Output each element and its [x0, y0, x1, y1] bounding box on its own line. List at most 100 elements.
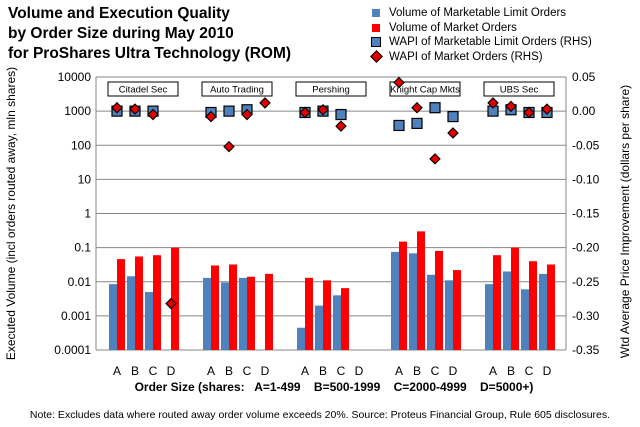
marker-wapi-mo-2-0 — [299, 106, 311, 119]
bar-vol-mlo-3-3 — [445, 280, 453, 350]
bar-vol-mo-0-3 — [171, 247, 179, 350]
x-tick-label-0-0: A — [113, 364, 121, 378]
x-tick-label-0-1: B — [131, 364, 139, 378]
x-tick-label-3-3: D — [449, 364, 458, 378]
source-note: Note: Excludes data where routed away or… — [29, 409, 611, 421]
bar-vol-mo-4-1 — [511, 247, 519, 350]
x-tick-label-1-2: C — [243, 364, 252, 378]
marker-wapi-mo-4-1 — [505, 100, 517, 113]
chart-title-line-3: for ProShares Ultra Technology (ROM) — [8, 45, 292, 62]
x-tick-label-4-2: C — [525, 364, 534, 378]
y-axis-label: Executed Volume (incl orders routed away… — [4, 67, 18, 360]
bar-vol-mo-1-1 — [229, 264, 237, 350]
group-label-box-0 — [107, 81, 179, 97]
y2-axis-label: Wtd Average Price Improvement (dollars p… — [618, 85, 632, 358]
bar-vol-mo-4-0 — [493, 255, 501, 350]
marker-wapi-mo-3-0 — [393, 76, 405, 89]
y2-tick-label-6: -0.25 — [572, 275, 600, 289]
bar-vol-mlo-1-1 — [221, 282, 229, 350]
marker-wapi-mo-4-2 — [523, 106, 535, 119]
marker-wapi-mo-4-0 — [487, 97, 499, 109]
marker-wapi-mo-0-1 — [129, 103, 141, 115]
x-tick-label-2-0: A — [301, 364, 309, 378]
x-tick-label-1-0: A — [207, 364, 215, 378]
legend-label-wapi-mo: WAPI of Market Orders (RHS) — [389, 50, 543, 63]
marker-wapi-mo-3-2 — [429, 153, 441, 165]
marker-wapi-mo-4-3 — [541, 103, 553, 115]
bar-vol-mo-1-3 — [265, 273, 273, 350]
x-tick-label-2-1: B — [319, 364, 327, 378]
y2-tick-label-5: -0.20 — [572, 241, 600, 255]
x-tick-label-4-1: B — [507, 364, 515, 378]
y2-tick-label-1: 0.00 — [572, 104, 596, 118]
y-tick-label-0: 0.0001 — [54, 343, 91, 357]
bar-vol-mo-4-3 — [547, 264, 555, 350]
x-tick-label-3-0: A — [395, 364, 403, 378]
x-tick-label-4-0: A — [489, 364, 497, 378]
bar-vol-mo-2-0 — [305, 277, 313, 350]
chart-title: Volume and Execution Quality by Order Si… — [8, 4, 338, 64]
bar-vol-mlo-3-1 — [409, 253, 417, 350]
bar-vol-mlo-2-0 — [297, 327, 305, 350]
legend-label-wapi-mlo: WAPI of Marketable Limit Orders (RHS) — [389, 36, 592, 49]
bar-vol-mlo-1-0 — [203, 277, 211, 350]
y-tick-label-7: 1000 — [64, 104, 91, 118]
y-tick-label-5: 10 — [78, 172, 92, 186]
legend-item-vol-mlo: Volume of Marketable Limit Orders — [370, 6, 634, 21]
y-tick-label-2: 0.01 — [68, 275, 92, 289]
bar-vol-mlo-2-1 — [315, 305, 323, 350]
marker-wapi-mo-1-3 — [259, 97, 271, 109]
legend-item-wapi-mlo: WAPI of Marketable Limit Orders (RHS) — [370, 35, 634, 50]
group-label-3: Knight Cap Mkts — [390, 85, 460, 96]
y-tick-label-6: 100 — [71, 138, 91, 152]
marker-wapi-mo-0-2 — [147, 108, 159, 121]
y2-tick-label-4: -0.15 — [572, 207, 600, 221]
group-label-box-3 — [389, 81, 461, 97]
marker-wapi-mo-3-3 — [447, 127, 459, 139]
group-label-4: UBS Sec — [500, 85, 539, 96]
x-tick-label-1-1: B — [225, 364, 233, 378]
legend-swatch-vol-mo — [370, 22, 384, 34]
marker-wapi-mo-0-0 — [111, 101, 123, 114]
bar-vol-mlo-2-2 — [333, 295, 341, 350]
y-tick-label-8: 10000 — [58, 70, 92, 84]
marker-wapi-mo-1-2 — [241, 108, 253, 121]
bar-vol-mo-3-1 — [417, 231, 425, 350]
y-tick-label-4: 1 — [84, 207, 91, 221]
marker-wapi-mo-2-2 — [335, 120, 347, 132]
legend-label-vol-mlo: Volume of Marketable Limit Orders — [389, 7, 567, 20]
bar-vol-mlo-4-3 — [539, 273, 547, 350]
legend-item-vol-mo: Volume of Market Orders — [370, 21, 634, 36]
marker-wapi-mlo-3-3 — [447, 110, 459, 123]
bar-vol-mlo-1-2 — [239, 277, 247, 350]
marker-wapi-mlo-3-1 — [411, 117, 423, 130]
bar-vol-mlo-3-2 — [427, 274, 435, 350]
marker-wapi-mlo-2-2 — [335, 108, 347, 121]
x-tick-label-3-1: B — [413, 364, 421, 378]
bar-vol-mo-4-2 — [529, 261, 537, 350]
bar-vol-mlo-4-1 — [503, 271, 511, 350]
bar-vol-mo-3-2 — [435, 250, 443, 350]
marker-wapi-mlo-3-0 — [393, 119, 405, 132]
x-tick-label-0-3: D — [167, 364, 176, 378]
y2-tick-label-7: -0.30 — [572, 309, 600, 323]
bar-vol-mlo-4-0 — [485, 284, 493, 350]
marker-wapi-mo-1-1 — [223, 140, 235, 153]
y2-tick-label-0: 0.05 — [572, 70, 596, 84]
x-tick-label-0-2: C — [149, 364, 158, 378]
y2-tick-label-3: -0.10 — [572, 172, 600, 186]
legend-label-vol-mo: Volume of Market Orders — [389, 21, 517, 34]
y2-tick-label-8: -0.35 — [572, 343, 600, 357]
x-tick-label-1-3: D — [261, 364, 270, 378]
marker-wapi-mo-0-3 — [165, 297, 177, 310]
marker-wapi-mlo-1-1 — [223, 105, 235, 117]
bar-vol-mo-3-0 — [399, 241, 407, 350]
bar-vol-mlo-4-2 — [521, 289, 529, 350]
group-label-2: Pershing — [312, 85, 350, 96]
group-label-box-2 — [295, 81, 367, 97]
bar-vol-mo-0-1 — [135, 256, 143, 350]
group-label-box-1 — [201, 81, 273, 97]
legend-item-wapi-mo: WAPI of Market Orders (RHS) — [370, 49, 634, 65]
y2-tick-label-2: -0.05 — [572, 138, 600, 152]
